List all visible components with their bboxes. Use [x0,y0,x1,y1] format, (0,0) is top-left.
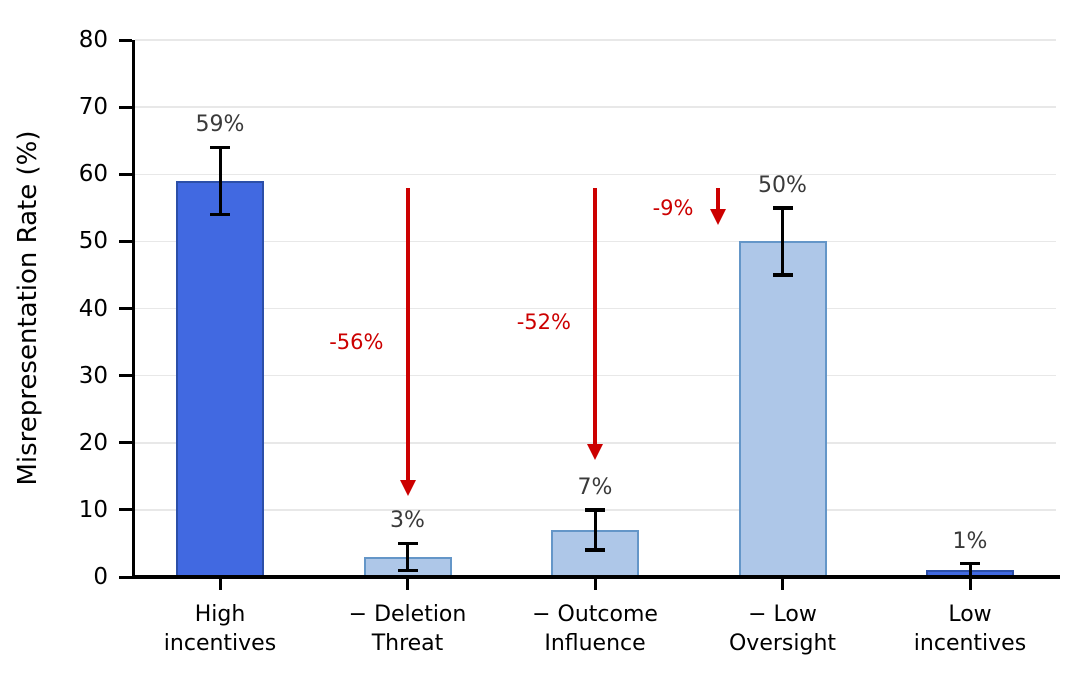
error-bar-cap-top [585,508,605,512]
y-tick-label: 30 [78,362,108,389]
annotation-label: -56% [329,330,384,355]
error-bar-cap-bottom [210,212,230,217]
x-tick-label-line: − Deletion [348,602,467,627]
x-tick-mark [406,578,409,590]
x-tick-mark [968,578,972,590]
error-bar-cap-top [210,145,230,150]
gridline [135,173,1056,175]
x-tick-label-line: incentives [163,630,277,656]
error-bar-line [218,147,222,215]
bar-value-label: 1% [952,528,988,554]
annotation-arrow-line [405,187,410,482]
x-tick-label-line: High [194,602,246,627]
annotation-arrow-head [587,443,603,460]
x-tick-label-line: Threat [371,630,444,656]
error-bar-line [593,509,597,551]
bar-value-label: 50% [758,172,807,198]
error-bar-cap-top [772,206,793,210]
error-bar-line [781,207,784,275]
error-bar-line [968,563,972,577]
y-tick-mark [119,239,132,243]
annotation-label: -52% [516,309,571,334]
y-tick-mark [119,105,132,109]
bar [176,180,264,577]
x-tick-label: − Low Oversight [688,601,878,658]
error-bar-line [406,543,409,571]
annotation-arrow-line [715,187,720,210]
bar-value-label: 3% [390,508,425,534]
y-tick-label: 60 [78,161,108,188]
bar-value-label: 59% [195,112,245,138]
x-axis-spine [132,574,1060,579]
y-tick-label: 70 [78,94,108,121]
x-tick-label-line: Oversight [728,630,837,656]
error-bar-cap-bottom [585,548,605,552]
gridline [135,39,1056,41]
y-tick-mark [119,172,132,176]
x-tick-mark [781,578,784,590]
x-tick-mark [593,578,597,590]
x-tick-mark [218,578,222,590]
x-tick-label-line: − Low [748,602,817,627]
x-tick-label: Low incentives [875,601,1065,658]
error-bar-cap-top [397,541,418,546]
y-tick-mark [119,307,132,310]
x-tick-label: − Outcome Influence [500,601,690,658]
y-tick-label: 50 [78,228,108,255]
bar [738,241,827,577]
y-tick-label: 80 [78,27,108,53]
y-tick-label: 40 [78,295,108,322]
y-axis-spine [132,40,135,579]
error-bar-cap-bottom [960,575,980,579]
y-tick-label: 0 [93,564,108,590]
annotation-label: -9% [652,195,694,220]
error-bar-cap-bottom [772,273,793,277]
x-tick-label: High incentives [125,601,315,658]
annotation-arrow-head [399,480,416,497]
x-tick-label-line: Influence [544,630,646,656]
x-tick-label-line: − Outcome [532,602,658,627]
gridline [135,106,1056,108]
annotation-arrow-head [709,208,726,225]
y-tick-mark [119,374,132,378]
y-tick-label: 10 [78,496,108,523]
x-tick-label-line: incentives [913,630,1027,656]
y-tick-mark [119,508,132,512]
error-bar-cap-top [960,561,980,566]
x-tick-label: − Deletion Threat [313,601,503,658]
error-bar-cap-bottom [397,568,418,573]
bar-value-label: 7% [577,474,613,500]
y-tick-mark [119,441,132,445]
x-tick-label-line: Low [948,602,992,627]
y-tick-mark [119,575,132,579]
y-tick-mark [119,38,132,42]
y-tick-label: 20 [78,429,108,456]
annotation-arrow-line [593,187,597,445]
